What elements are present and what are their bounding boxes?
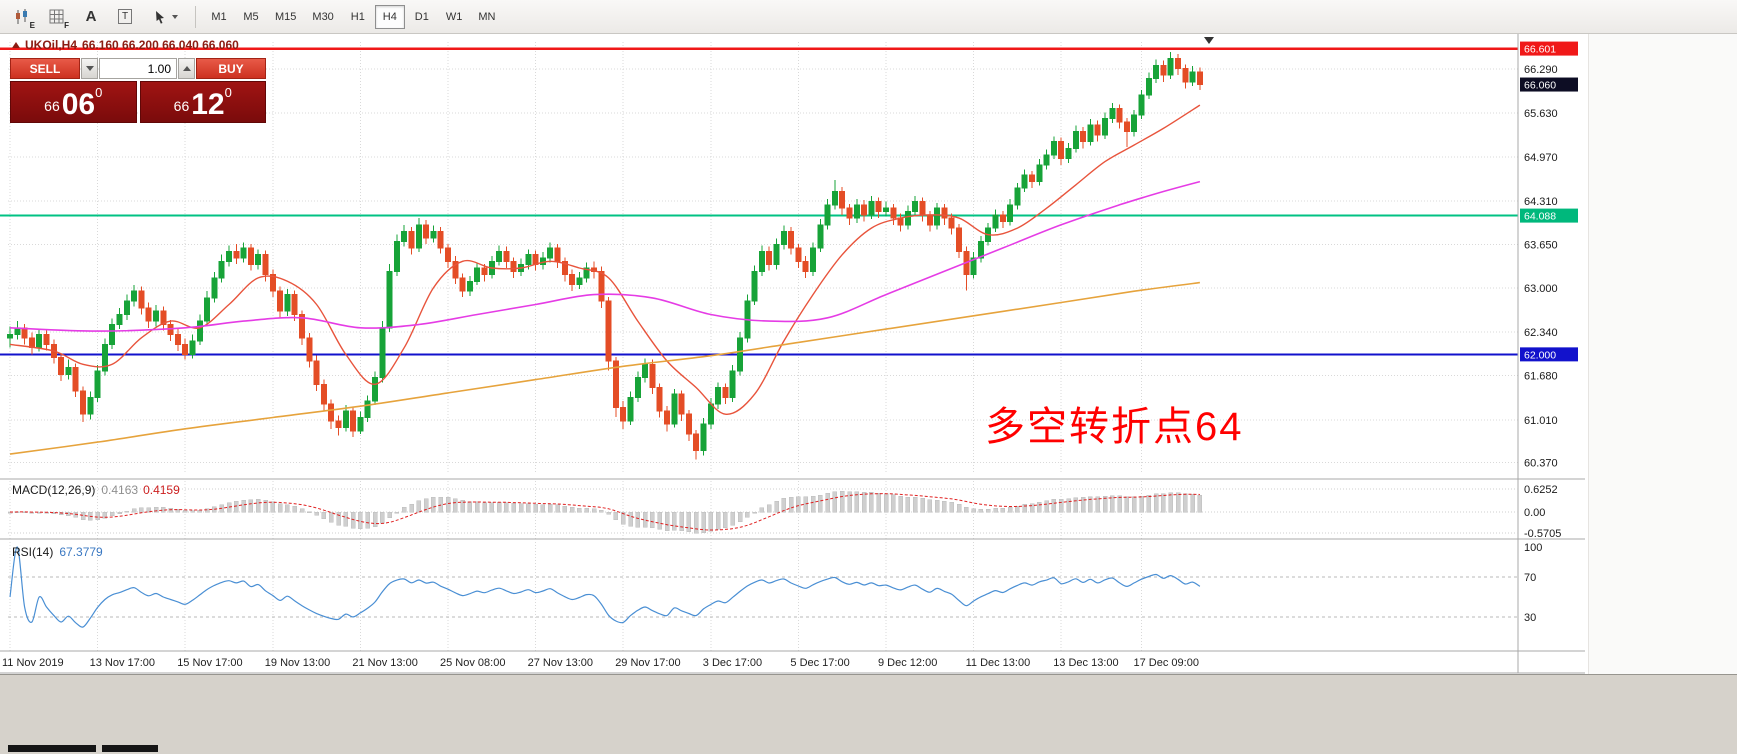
buy-price-tile[interactable]: 66 12 0 [139, 81, 266, 123]
svg-text:61.010: 61.010 [1524, 415, 1558, 427]
tab-timeframe-m5[interactable]: M5 [236, 5, 266, 29]
svg-text:21 Nov 13:00: 21 Nov 13:00 [352, 657, 417, 669]
data-grid-button[interactable]: F [42, 3, 72, 31]
svg-text:27 Nov 13:00: 27 Nov 13:00 [528, 657, 593, 669]
svg-text:61.680: 61.680 [1524, 371, 1558, 383]
tab-timeframe-mn[interactable]: MN [471, 5, 502, 29]
grid-icon [49, 9, 64, 23]
arrow-up-icon [182, 66, 191, 71]
svg-text:25 Nov 08:00: 25 Nov 08:00 [440, 657, 505, 669]
dropdown-caret-icon [171, 14, 178, 19]
volume-increase-button[interactable] [178, 58, 195, 79]
chart-annotation: 多空转折点64 [985, 405, 1244, 449]
svg-text:11 Nov 2019: 11 Nov 2019 [2, 657, 64, 669]
svg-text:62.000: 62.000 [1524, 349, 1556, 361]
svg-text:13 Dec 13:00: 13 Dec 13:00 [1053, 657, 1118, 669]
buy-button[interactable]: BUY [196, 58, 266, 79]
tab-timeframe-m1[interactable]: M1 [204, 5, 234, 29]
symbol-label: UKOil,H4 [25, 38, 78, 52]
svg-text:63.000: 63.000 [1524, 283, 1558, 295]
candlestick-icon [16, 8, 27, 24]
svg-text:29 Nov 17:00: 29 Nov 17:00 [615, 657, 680, 669]
buy-price-pips: 12 [191, 87, 225, 121]
svg-text:66.290: 66.290 [1524, 64, 1558, 76]
svg-text:66.601: 66.601 [1524, 44, 1556, 56]
chart-window: 66.290 65.630 64.970 64.310 63.650 63.000 62.3… [0, 34, 1737, 674]
textbox-tool-button[interactable]: T [110, 3, 140, 31]
tab-timeframe-m30[interactable]: M30 [305, 5, 340, 29]
rsi-name: RSI(14) [12, 545, 54, 559]
svg-text:70: 70 [1524, 572, 1536, 584]
svg-text:9 Dec 12:00: 9 Dec 12:00 [878, 657, 937, 669]
bottom-strip [0, 674, 1737, 754]
sell-price-major: 66 [44, 98, 60, 114]
tab-timeframe-d1[interactable]: D1 [407, 5, 437, 29]
svg-text:13 Nov 17:00: 13 Nov 17:00 [90, 657, 155, 669]
svg-text:60.370: 60.370 [1524, 458, 1558, 470]
svg-text:66.060: 66.060 [1524, 80, 1556, 92]
main-toolbar: E F A T M1 M5 M15 M30 H1 H4 D1 W1 MN [0, 0, 1737, 34]
svg-text:64.310: 64.310 [1524, 196, 1558, 208]
svg-text:3 Dec 17:00: 3 Dec 17:00 [703, 657, 762, 669]
svg-text:-0.5705: -0.5705 [1524, 528, 1561, 540]
svg-text:11 Dec 13:00: 11 Dec 13:00 [966, 657, 1031, 669]
taskbar-item[interactable] [8, 745, 96, 752]
cursor-arrows-icon [155, 10, 164, 24]
buy-price-major: 66 [173, 98, 190, 114]
taskbar-item[interactable] [102, 745, 158, 752]
macd-name: MACD(12,26,9) [12, 483, 96, 497]
svg-text:63.650: 63.650 [1524, 240, 1558, 252]
toolbar-separator [195, 5, 196, 28]
text-tool-icon: A [85, 8, 97, 25]
svg-text:100: 100 [1524, 542, 1542, 554]
tab-timeframe-h4[interactable]: H4 [374, 4, 405, 29]
svg-text:0.6252: 0.6252 [1524, 484, 1558, 496]
svg-text:30: 30 [1524, 612, 1536, 624]
price-chart-canvas[interactable]: 66.290 65.630 64.970 64.310 63.650 63.000 62.3… [0, 34, 1737, 674]
rsi-label: RSI(14) 67.3779 [12, 545, 103, 559]
macd-label: MACD(12,26,9) 0.4163 0.4159 [12, 483, 180, 497]
svg-text:65.630: 65.630 [1524, 108, 1558, 120]
tab-timeframe-m15[interactable]: M15 [268, 5, 303, 29]
icon-sub-label: E [29, 20, 35, 30]
sell-price-pips: 06 [61, 87, 96, 121]
chart-objects-button[interactable]: E [8, 3, 38, 31]
symbol-header: UKOil,H4 66.160 66.200 66.040 66.060 [12, 38, 239, 52]
icon-sub-label: F [64, 20, 69, 30]
macd-signal-value: 0.4159 [143, 483, 180, 497]
right-gutter [1588, 34, 1737, 674]
svg-text:0.00: 0.00 [1524, 507, 1545, 519]
sell-price-point: 0 [95, 85, 103, 100]
volume-decrease-button[interactable] [81, 58, 98, 79]
svg-text:62.340: 62.340 [1524, 327, 1558, 339]
textbox-icon: T [117, 9, 133, 24]
text-tool-button[interactable]: A [76, 3, 106, 31]
sell-button[interactable]: SELL [10, 58, 80, 79]
arrow-down-icon [85, 66, 94, 71]
svg-text:17 Dec 09:00: 17 Dec 09:00 [1134, 657, 1199, 669]
svg-text:64.088: 64.088 [1524, 211, 1556, 223]
rsi-value: 67.3779 [59, 545, 103, 559]
tab-timeframe-w1[interactable]: W1 [439, 5, 470, 29]
svg-text:5 Dec 17:00: 5 Dec 17:00 [790, 657, 849, 669]
one-click-trade-panel: SELL BUY 66 06 0 66 12 0 [10, 58, 266, 123]
ohlc-values: 66.160 66.200 66.040 66.060 [82, 38, 239, 52]
volume-input[interactable] [99, 58, 177, 79]
buy-price-point: 0 [224, 85, 232, 100]
svg-text:15 Nov 17:00: 15 Nov 17:00 [177, 657, 242, 669]
tab-timeframe-h1[interactable]: H1 [343, 5, 373, 29]
sell-price-tile[interactable]: 66 06 0 [10, 81, 137, 123]
symbol-triangle-icon [12, 42, 20, 48]
svg-text:64.970: 64.970 [1524, 152, 1558, 164]
cursor-tool-button[interactable] [144, 3, 186, 31]
svg-text:19 Nov 13:00: 19 Nov 13:00 [265, 657, 330, 669]
macd-main-value: 0.4163 [101, 483, 139, 497]
